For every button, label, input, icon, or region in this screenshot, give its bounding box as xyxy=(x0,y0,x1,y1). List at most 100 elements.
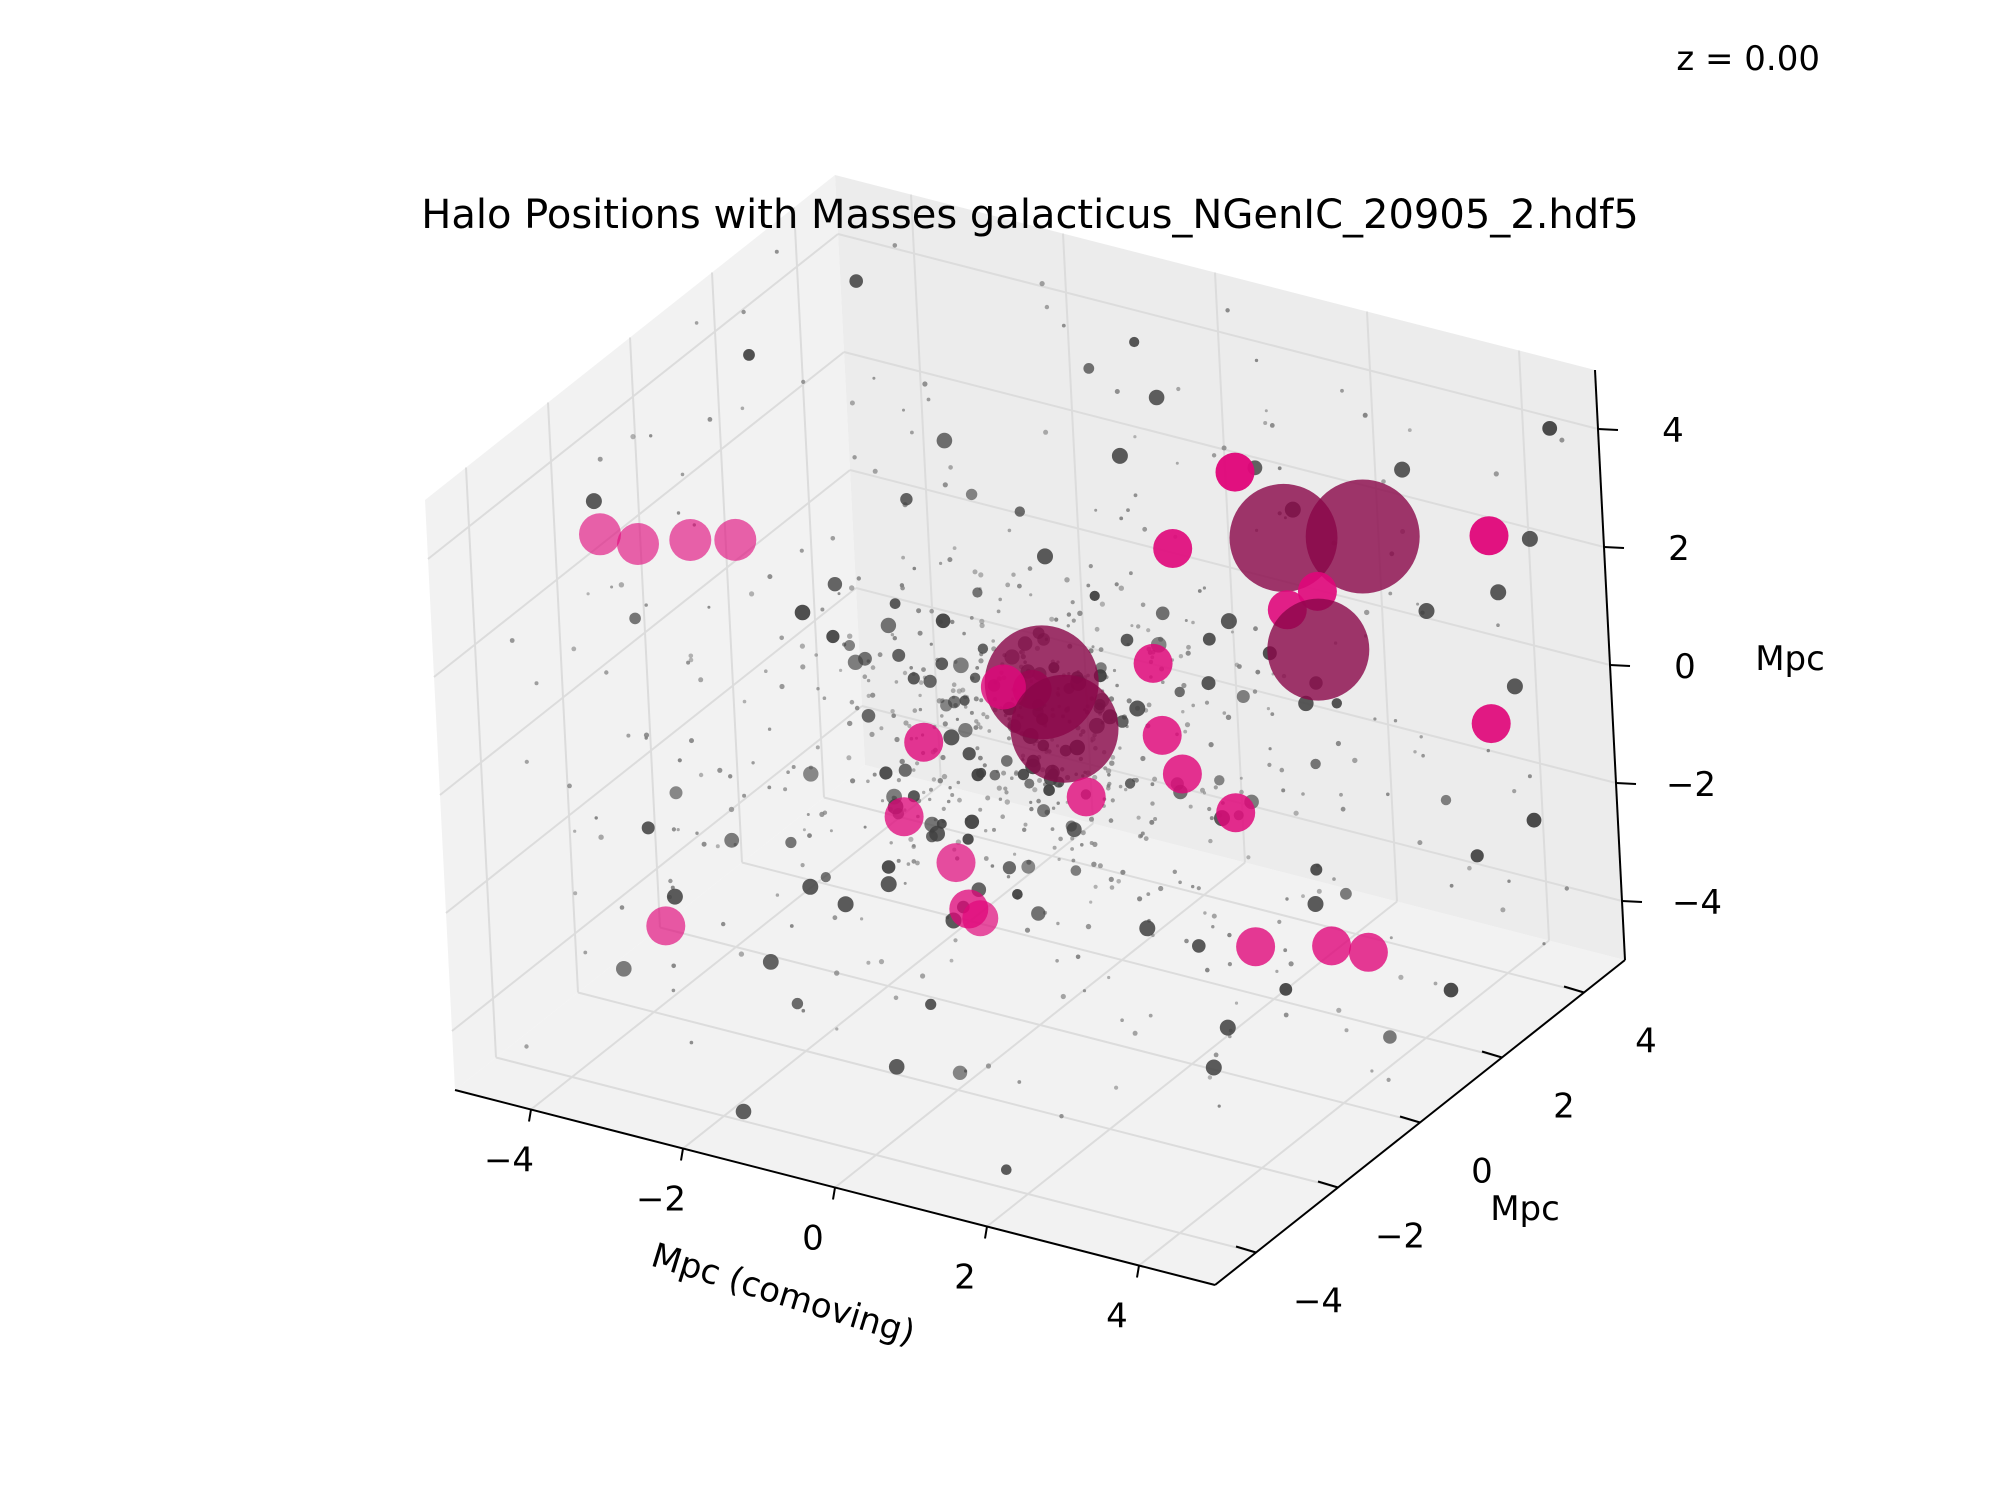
halo-point xyxy=(1310,863,1323,876)
subhalo-point xyxy=(1061,323,1066,328)
halo-point xyxy=(1205,1059,1222,1076)
halo-point xyxy=(743,349,755,361)
subhalo-point xyxy=(1082,989,1087,993)
subhalo-point xyxy=(1267,762,1272,768)
massive-halo-point xyxy=(1216,793,1256,833)
subhalo-point xyxy=(902,670,908,676)
subhalo-point xyxy=(1283,948,1288,953)
subhalo-point xyxy=(983,856,989,861)
subhalo-point xyxy=(1175,461,1179,465)
subhalo-point xyxy=(998,597,1002,602)
subhalo-point xyxy=(902,408,905,412)
z-tick xyxy=(1609,664,1631,667)
subhalo-point xyxy=(1107,773,1111,777)
subhalo-point xyxy=(1386,1077,1391,1082)
subhalo-point xyxy=(920,973,926,979)
halo-point xyxy=(925,998,937,1011)
z-tick-label: −4 xyxy=(1672,883,1722,923)
subhalo-point xyxy=(1056,921,1060,926)
subhalo-point xyxy=(1208,838,1213,844)
subhalo-point xyxy=(829,829,833,833)
subhalo-point xyxy=(721,921,726,927)
subhalo-point xyxy=(1252,689,1258,694)
subhalo-point xyxy=(1029,593,1033,597)
subhalo-point xyxy=(1301,792,1305,796)
x-tick xyxy=(984,1226,988,1239)
halo-point xyxy=(794,604,811,621)
subhalo-point xyxy=(1006,875,1011,879)
subhalo-point xyxy=(1266,707,1270,711)
subhalo-point xyxy=(1202,586,1206,590)
subhalo-point xyxy=(1146,892,1151,896)
subhalo-point xyxy=(1196,886,1201,891)
massive-halo-point xyxy=(1348,932,1388,972)
subhalo-point xyxy=(1507,879,1511,883)
x-tick xyxy=(528,1109,532,1122)
z-axis-label: Mpc xyxy=(1755,639,1825,679)
subhalo-point xyxy=(1043,429,1049,435)
subhalo-point xyxy=(814,653,818,657)
subhalo-point xyxy=(835,1027,839,1031)
y-axis-label: Mpc xyxy=(1490,1189,1560,1229)
floor-gridline-x xyxy=(1138,939,1550,1267)
subhalo-point xyxy=(1091,861,1097,867)
subhalo-point xyxy=(982,763,987,768)
subhalo-point xyxy=(1118,746,1122,750)
subhalo-point xyxy=(1239,789,1244,795)
subhalo-point xyxy=(1213,1052,1219,1058)
x-tick xyxy=(680,1148,684,1161)
subhalo-point xyxy=(1071,858,1076,863)
y-tick-label: 4 xyxy=(1635,1022,1657,1062)
subhalo-point xyxy=(1005,582,1011,588)
massive-halo-point xyxy=(1215,452,1255,492)
halo-point xyxy=(1037,804,1051,818)
subhalo-point xyxy=(1136,815,1141,820)
subhalo-point xyxy=(688,657,694,663)
subhalo-point xyxy=(972,569,978,575)
subhalo-point xyxy=(671,988,676,993)
subhalo-point xyxy=(1417,840,1423,846)
massive-halo-point xyxy=(1267,598,1370,701)
subhalo-point xyxy=(1039,281,1045,287)
subhalo-point xyxy=(728,806,735,813)
subhalo-point xyxy=(1421,753,1425,758)
subhalo-point xyxy=(1010,776,1014,780)
halo-point xyxy=(1202,632,1216,646)
subhalo-point xyxy=(1340,388,1344,393)
subhalo-point xyxy=(918,680,924,685)
subhalo-point xyxy=(891,713,896,718)
subhalo-point xyxy=(820,607,825,612)
subhalo-point xyxy=(918,693,922,698)
halo-point xyxy=(1542,421,1558,436)
halo-point xyxy=(1340,887,1352,900)
subhalo-point xyxy=(1293,810,1299,816)
massive-halo-point xyxy=(1066,777,1106,817)
subhalo-point xyxy=(822,696,827,700)
subhalo-point xyxy=(942,721,948,727)
subhalo-point xyxy=(1209,816,1214,821)
subhalo-point xyxy=(1416,602,1420,606)
subhalo-point xyxy=(764,669,768,673)
subhalo-point xyxy=(1207,806,1212,812)
subhalo-points xyxy=(509,243,1570,1119)
subhalo-point xyxy=(1130,624,1134,628)
massive-halo-point xyxy=(1133,643,1173,683)
subhalo-point xyxy=(1336,1007,1342,1013)
subhalo-point xyxy=(921,667,926,672)
subhalo-point xyxy=(689,1040,694,1045)
subhalo-point xyxy=(1134,777,1139,783)
halo-point xyxy=(936,432,953,449)
subhalo-point xyxy=(728,774,733,779)
subhalo-point xyxy=(947,557,953,563)
subhalo-point xyxy=(940,754,946,761)
x-tick-label: 0 xyxy=(802,1219,824,1259)
subhalo-point xyxy=(1013,852,1017,856)
subhalo-point xyxy=(1486,748,1491,753)
subhalo-point xyxy=(1150,801,1155,806)
subhalo-point xyxy=(969,616,974,620)
halo-point xyxy=(849,274,863,288)
subhalo-point xyxy=(899,758,905,765)
subhalo-point xyxy=(951,682,957,687)
subhalo-point xyxy=(878,959,885,965)
halo-point xyxy=(641,821,655,835)
